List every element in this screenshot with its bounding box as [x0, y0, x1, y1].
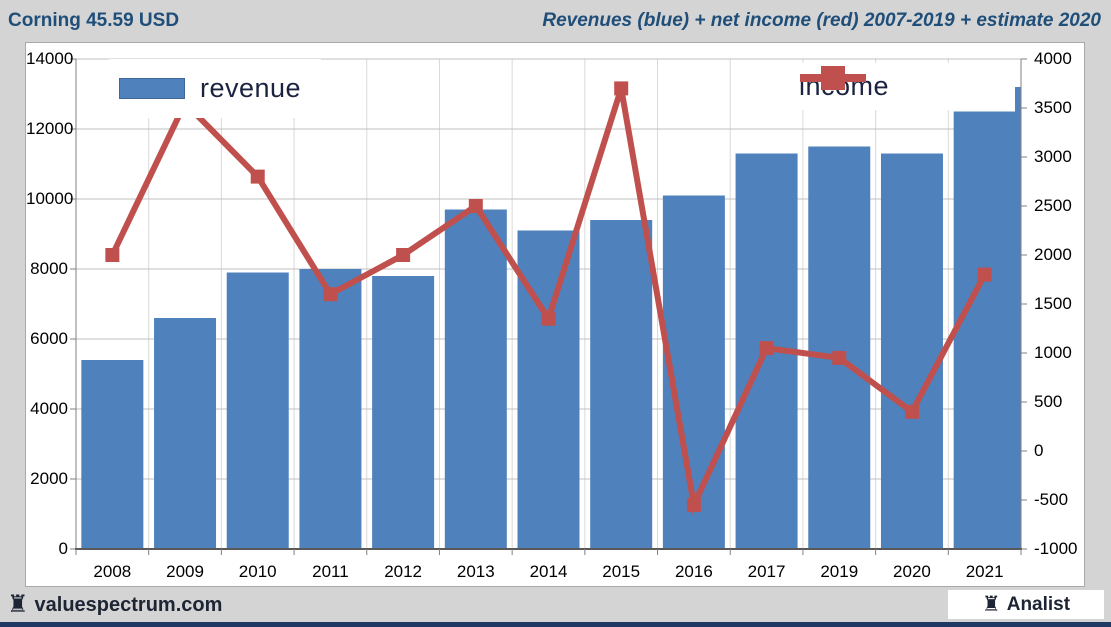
y-axis-right-tick-label: 1500 [1034, 294, 1072, 313]
y-axis-right-tick-label: 3500 [1034, 98, 1072, 117]
x-axis-category-label: 2014 [529, 562, 568, 581]
y-axis-left-tick-label: 2000 [30, 469, 68, 488]
stock-title: Corning 45.59 USD [8, 9, 180, 31]
x-axis-category-label: 2013 [456, 562, 495, 581]
y-axis-right-tick-label: 3000 [1034, 147, 1072, 166]
income-marker-2016 [686, 497, 701, 512]
analist-badge: ♜ Analist [948, 590, 1104, 619]
revenue-bar-2014 [517, 230, 580, 549]
income-marker-2012 [396, 248, 411, 262]
income-marker-2019 [832, 350, 847, 365]
x-axis-category-label: 2010 [238, 562, 277, 581]
revenue-bar-2013 [444, 209, 507, 549]
x-axis-category-label: 2021 [965, 562, 1004, 581]
footer-branding: ♜ valuespectrum.com [7, 593, 222, 617]
x-axis-category-label: 2011 [312, 562, 349, 581]
rook-icon: ♜ [981, 593, 1001, 616]
y-axis-left-tick-label: 0 [58, 539, 68, 558]
y-axis-right-tick-label: 2000 [1034, 245, 1072, 264]
x-axis-category-label: 2008 [93, 562, 132, 581]
legend-income: income [799, 63, 1007, 110]
revenue-bar-2008 [81, 360, 144, 549]
x-axis-category-label: 2017 [747, 562, 786, 581]
chart-title: Revenues (blue) + net income (red) 2007-… [542, 9, 1101, 31]
revenue-bar-2015 [590, 220, 653, 549]
y-axis-left-tick-label: 14000 [26, 49, 74, 68]
x-axis-category-label: 2012 [384, 562, 423, 581]
y-axis-right-tick-label: -1000 [1034, 539, 1078, 558]
analist-label: Analist [1006, 593, 1071, 615]
x-axis-category-label: 2015 [602, 562, 641, 581]
y-axis-right-tick-label: 1000 [1034, 343, 1072, 362]
income-marker-2014 [541, 311, 556, 326]
combo-chart [70, 58, 1027, 555]
legend-revenue: revenue [109, 59, 321, 118]
x-axis-category-label: 2016 [674, 562, 713, 581]
x-axis-category-label: 2009 [166, 562, 204, 581]
x-axis-category-label: 2020 [893, 562, 931, 581]
y-axis-left-tick-label: 8000 [30, 259, 68, 278]
income-marker-2011 [323, 287, 338, 302]
revenue-bar-2009 [154, 318, 217, 549]
revenue-swatch-icon [119, 78, 185, 99]
y-axis-right-tick-label: 0 [1034, 441, 1044, 460]
partial-bar-right-edge [1015, 87, 1021, 549]
x-axis-category-label: 2019 [820, 562, 859, 581]
footer-site-label: valuespectrum.com [34, 593, 223, 616]
income-marker-2010 [250, 169, 265, 184]
income-marker-2008 [105, 248, 120, 262]
y-axis-right-tick-label: -500 [1034, 490, 1069, 509]
revenue-bar-2010 [226, 272, 289, 549]
y-axis-right-tick-label: 2500 [1034, 196, 1072, 215]
revenue-bar-2020 [880, 153, 943, 549]
y-axis-left-tick-label: 12000 [26, 119, 74, 138]
revenue-bar-2012 [372, 276, 435, 549]
y-axis-right-tick-label: 500 [1034, 392, 1063, 411]
footer-bar: ♜ valuespectrum.com [0, 588, 1111, 622]
income-marker-2017 [759, 341, 774, 356]
legend-revenue-label: revenue [200, 73, 302, 103]
header-bar: Corning 45.59 USD Revenues (blue) + net … [0, 0, 1111, 41]
chart-panel: 0 2000 4000 6000 8000 10000 12000 14000 -1000 -50… [25, 42, 1085, 587]
revenue-bar-2019 [808, 146, 871, 549]
income-marker-2013 [468, 199, 483, 213]
y-axis-right-tick-label: 4000 [1034, 49, 1072, 68]
rook-icon: ♜ [7, 591, 29, 618]
bottom-accent-strip [0, 622, 1111, 627]
income-marker-2020 [904, 404, 919, 419]
y-axis-left-tick-label: 6000 [30, 329, 68, 348]
income-swatch-icon [800, 66, 866, 90]
revenue-bar-2011 [299, 269, 362, 549]
income-marker-2021 [977, 267, 992, 282]
revenue-bar-2021 [953, 111, 1016, 549]
income-marker-2015 [614, 81, 629, 96]
y-axis-left-tick-label: 4000 [30, 399, 68, 418]
y-axis-left-tick-label: 10000 [26, 189, 74, 208]
